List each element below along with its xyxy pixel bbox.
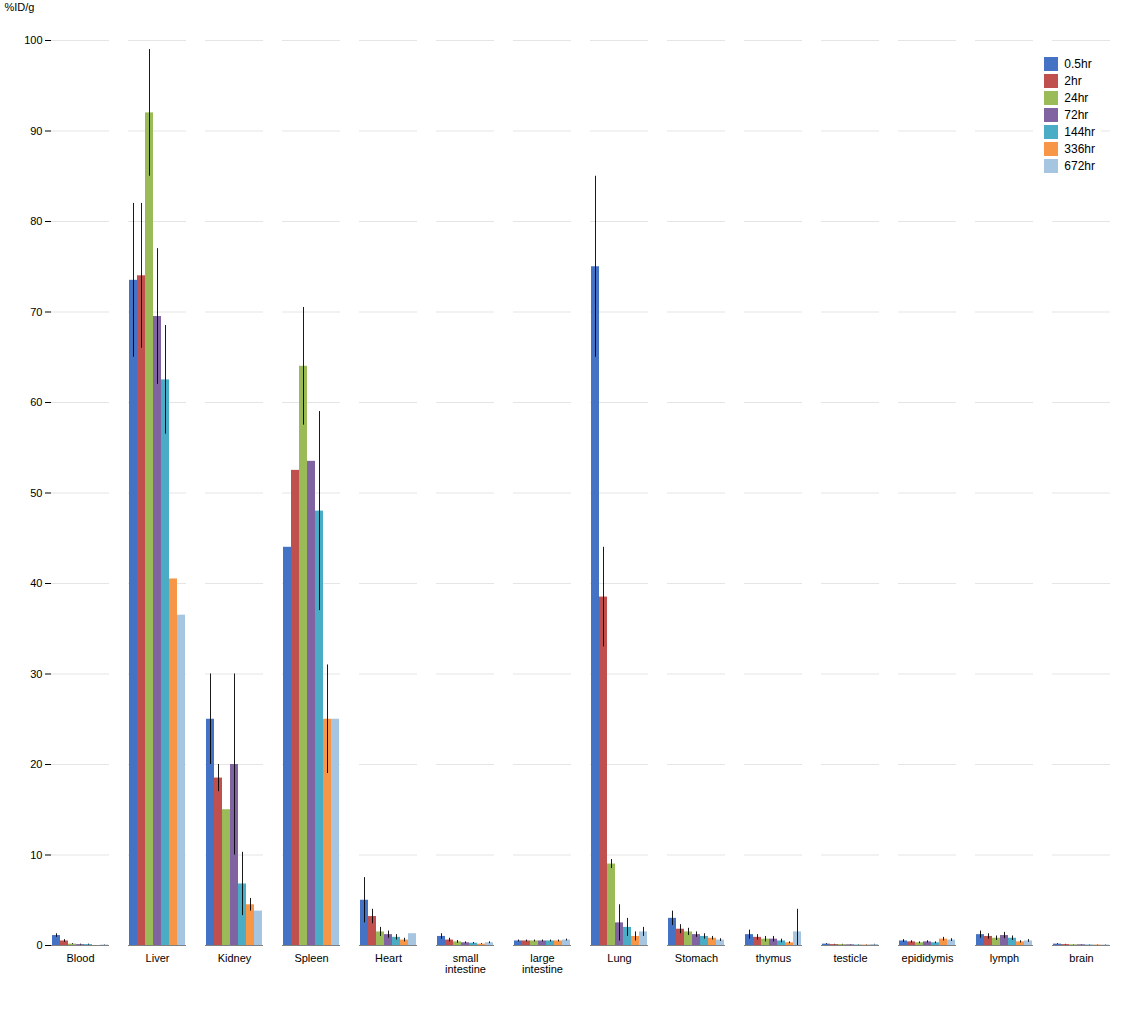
svg-text:0: 0 [36,939,42,951]
svg-text:testicle: testicle [833,952,867,964]
svg-text:Lung: Lung [607,952,631,964]
svg-text:80: 80 [30,215,42,227]
html-text:672hr: 672hr [1064,159,1095,173]
html-text:72hr: 72hr [1064,108,1089,122]
svg-text:Spleen: Spleen [294,952,328,964]
svg-text:50: 50 [30,487,42,499]
svg-text:Heart: Heart [375,952,402,964]
html-text:144hr: 144hr [1064,125,1095,139]
svg-text:largeintestine: largeintestine [522,952,563,975]
svg-text:20: 20 [30,758,42,770]
svg-text:thymus: thymus [756,952,792,964]
svg-text:70: 70 [30,306,42,318]
svg-text:90: 90 [30,125,42,137]
svg-text:smallintestine: smallintestine [445,952,486,975]
html-text:24hr: 24hr [1064,91,1089,105]
svg-text:60: 60 [30,396,42,408]
html-text:2hr: 2hr [1064,74,1082,88]
svg-text:40: 40 [30,577,42,589]
svg-text:brain: brain [1069,952,1093,964]
svg-text:10: 10 [30,849,42,861]
html-text:336hr: 336hr [1064,142,1095,156]
svg-text:Stomach: Stomach [675,952,718,964]
html-text:0.5hr: 0.5hr [1064,57,1092,71]
svg-text:100: 100 [24,34,42,46]
svg-text:Liver: Liver [146,952,170,964]
svg-text:30: 30 [30,668,42,680]
svg-text:%ID/g: %ID/g [5,1,35,13]
svg-text:Blood: Blood [66,952,94,964]
svg-text:lymph: lymph [990,952,1019,964]
svg-text:Kidney: Kidney [218,952,252,964]
svg-text:epididymis: epididymis [902,952,954,964]
